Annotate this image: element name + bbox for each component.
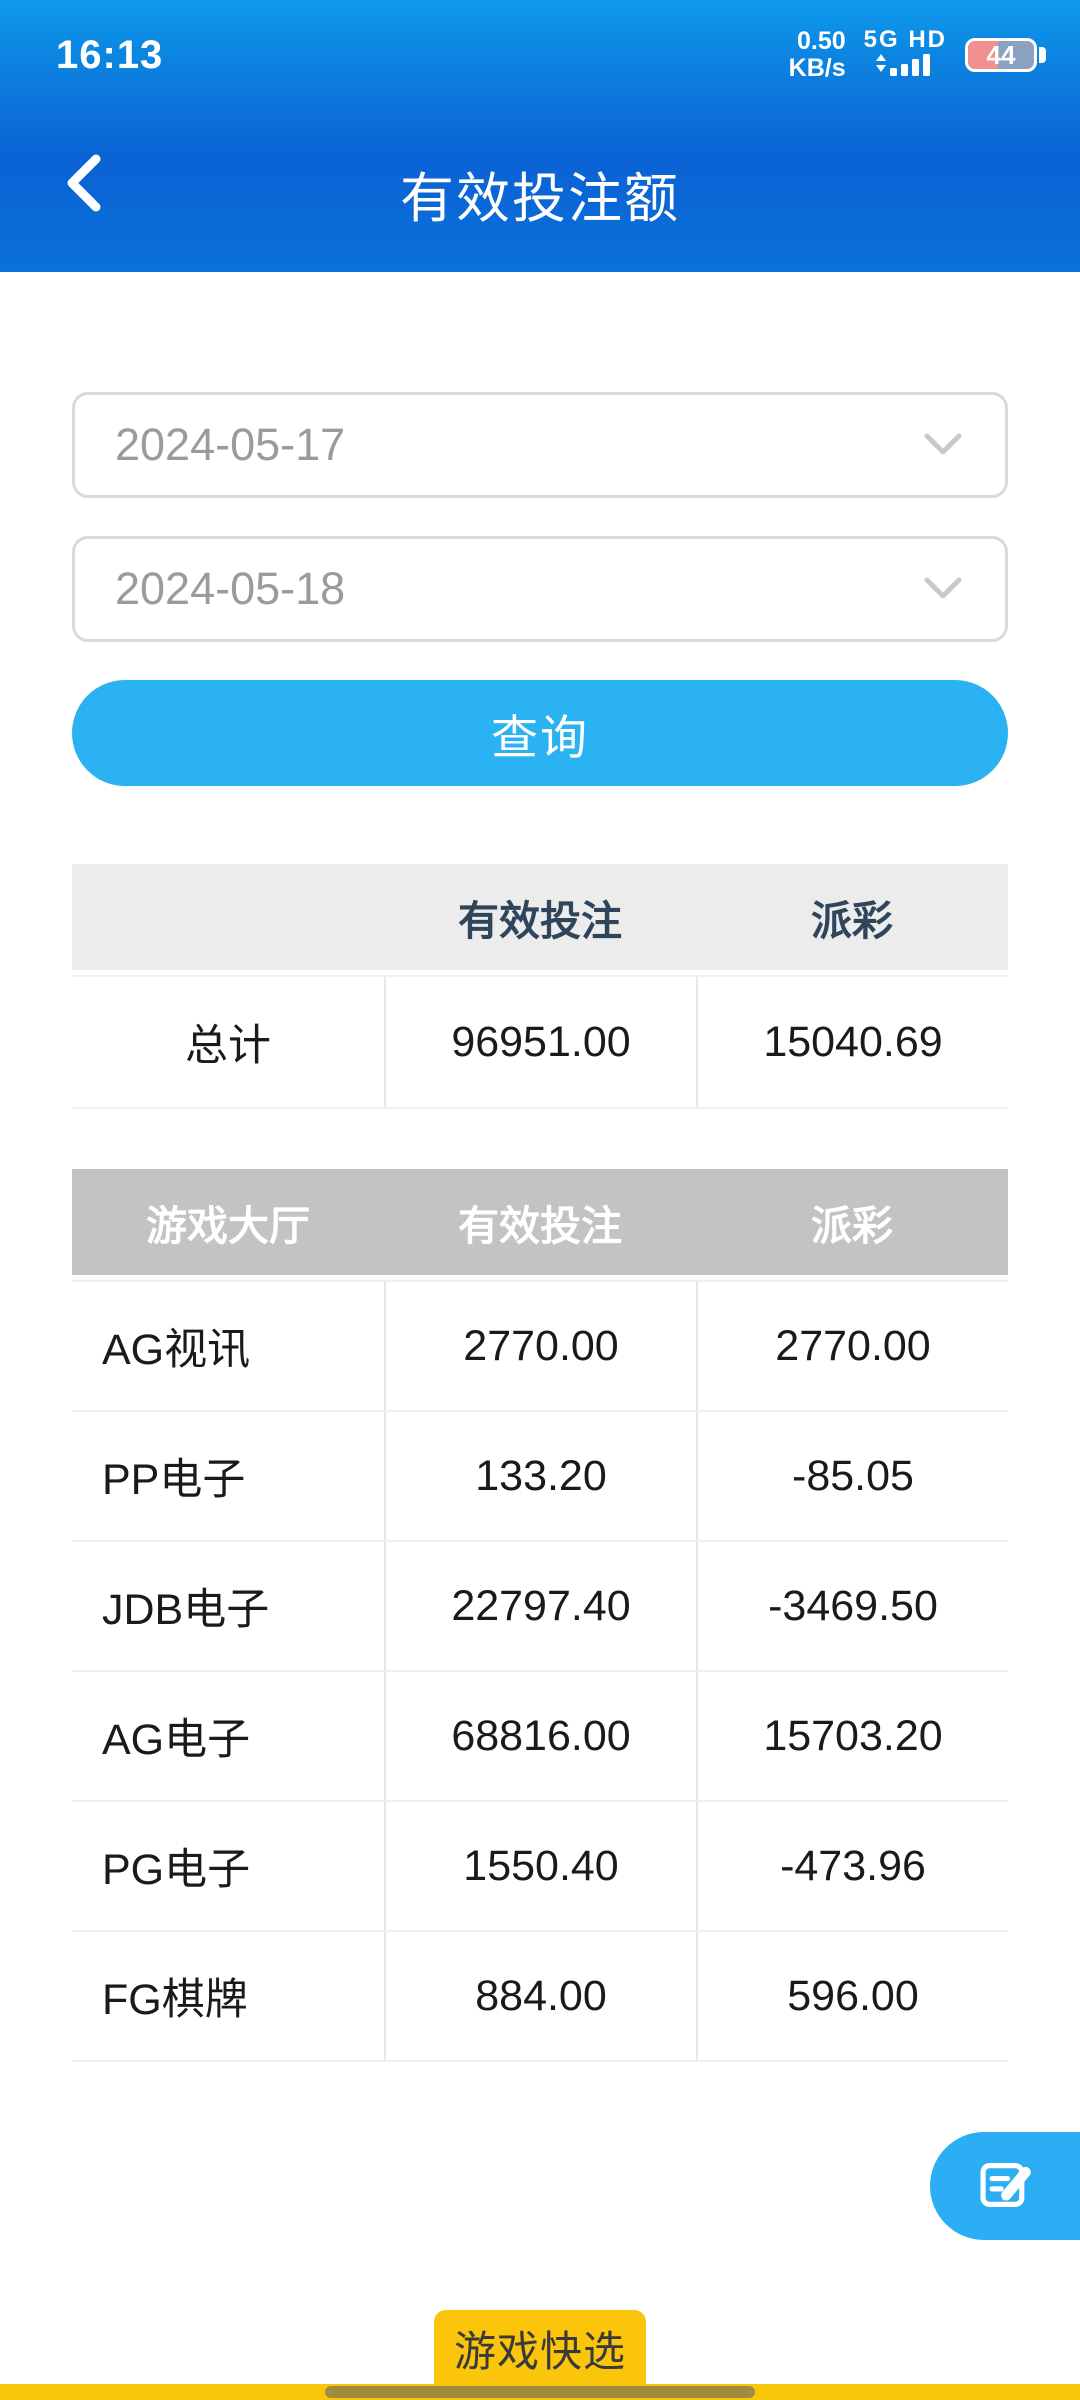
status-icons: 0.50 KB/s 5G HD <box>789 25 1046 83</box>
table-row: JDB电子 22797.40 -3469.50 <box>72 1542 1008 1672</box>
start-date-select[interactable]: 2024-05-17 <box>72 392 1008 498</box>
game-quick-select-button[interactable]: 游戏快选 <box>434 2310 646 2386</box>
summary-total-payout: 15040.69 <box>696 977 1008 1107</box>
end-date-value: 2024-05-18 <box>115 563 346 614</box>
gesture-navigation-pill[interactable] <box>325 2386 755 2398</box>
battery-indicator: 44 <box>965 38 1046 72</box>
table-row: PG电子 1550.40 -473.96 <box>72 1802 1008 1932</box>
network-speed-unit: KB/s <box>788 54 846 82</box>
edit-note-icon <box>974 2154 1036 2219</box>
summary-total-label: 总计 <box>185 1022 271 1070</box>
chevron-down-icon <box>923 432 963 458</box>
query-button[interactable]: 查询 <box>72 680 1008 786</box>
valid-bet-value: 1550.40 <box>384 1802 696 1930</box>
summary-table-body: 总计 96951.00 15040.69 <box>72 975 1008 1109</box>
summary-header-payout: 派彩 <box>811 898 893 944</box>
summary-table: 有效投注 派彩 总计 96951.00 15040.69 <box>72 864 1008 1109</box>
back-button[interactable] <box>58 152 114 218</box>
network-speed: 0.50 KB/s <box>789 28 846 82</box>
summary-table-header: 有效投注 派彩 <box>72 864 1008 970</box>
summary-header-spacer <box>72 864 384 970</box>
detail-table-header: 游戏大厅 有效投注 派彩 <box>72 1169 1008 1275</box>
valid-bet-value: 68816.00 <box>384 1672 696 1800</box>
valid-bet-value: 22797.40 <box>384 1542 696 1670</box>
detail-table: 游戏大厅 有效投注 派彩 AG视讯 2770.00 2770.00 PP电子 1… <box>72 1169 1008 2062</box>
hall-name: JDB电子 <box>102 1586 270 1634</box>
table-row: FG棋牌 884.00 596.00 <box>72 1932 1008 2062</box>
signal-block: 5G HD <box>863 25 947 83</box>
detail-header-valid-bet: 有效投注 <box>458 1203 622 1249</box>
table-row: PP电子 133.20 -85.05 <box>72 1412 1008 1542</box>
payout-value: 596.00 <box>696 1932 1008 2060</box>
payout-value: -473.96 <box>696 1802 1008 1930</box>
battery-icon: 44 <box>965 38 1037 72</box>
summary-total-row: 总计 96951.00 15040.69 <box>72 977 1008 1109</box>
back-chevron-icon <box>58 151 110 220</box>
hall-name: AG电子 <box>102 1716 251 1764</box>
detail-header-payout: 派彩 <box>811 1203 893 1249</box>
nav-bar: 有效投注额 <box>0 100 1080 272</box>
valid-bet-value: 884.00 <box>384 1932 696 2060</box>
edit-note-fab-button[interactable] <box>930 2132 1080 2240</box>
hall-name: FG棋牌 <box>102 1976 248 2024</box>
battery-percent: 44 <box>986 39 1016 70</box>
detail-header-game-hall: 游戏大厅 <box>146 1203 310 1249</box>
chevron-down-icon <box>923 576 963 602</box>
status-time: 16:13 <box>56 32 164 77</box>
table-row: AG视讯 2770.00 2770.00 <box>72 1282 1008 1412</box>
payout-value: -85.05 <box>696 1412 1008 1540</box>
battery-fill <box>968 41 998 69</box>
detail-table-body: AG视讯 2770.00 2770.00 PP电子 133.20 -85.05 … <box>72 1280 1008 2062</box>
network-type-label: 5G HD <box>863 25 947 53</box>
hall-name: PG电子 <box>102 1846 251 1894</box>
signal-bars-icon <box>876 52 934 83</box>
hall-name: AG视讯 <box>102 1326 251 1374</box>
app-header: 16:13 0.50 KB/s 5G HD <box>0 0 1080 272</box>
table-row: AG电子 68816.00 15703.20 <box>72 1672 1008 1802</box>
payout-value: 15703.20 <box>696 1672 1008 1800</box>
valid-bet-value: 133.20 <box>384 1412 696 1540</box>
battery-nub <box>1039 47 1046 63</box>
summary-total-valid-bet: 96951.00 <box>384 977 696 1107</box>
valid-bet-value: 2770.00 <box>384 1282 696 1410</box>
summary-header-valid-bet: 有效投注 <box>458 898 622 944</box>
hall-name: PP电子 <box>102 1456 246 1504</box>
status-bar: 16:13 0.50 KB/s 5G HD <box>0 0 1080 100</box>
page-title: 有效投注额 <box>400 169 680 229</box>
payout-value: -3469.50 <box>696 1542 1008 1670</box>
start-date-value: 2024-05-17 <box>115 419 346 470</box>
payout-value: 2770.00 <box>696 1282 1008 1410</box>
end-date-select[interactable]: 2024-05-18 <box>72 536 1008 642</box>
network-speed-value: 0.50 <box>796 27 846 55</box>
